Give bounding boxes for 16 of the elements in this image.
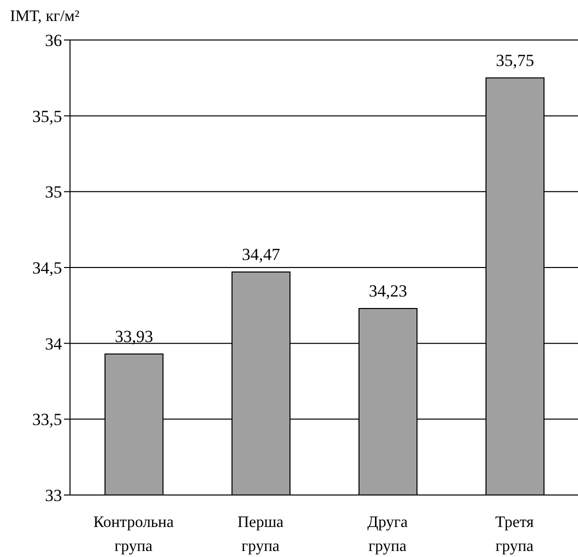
x-tick-label: Третя група [495,514,534,555]
data-label: 34,47 [242,245,281,264]
y-tick-label: 35 [45,182,62,202]
data-label: 34,23 [368,281,408,300]
x-tick-label: Друга група [367,514,408,555]
x-tick-label: Контрольна група [93,514,174,555]
y-axis-title: ІМТ, кг/м² [10,8,80,26]
y-tick-label: 36 [45,31,62,50]
data-label: 33,93 [114,326,154,346]
y-tick-label: 33,5 [32,410,62,430]
y-tick-label: 34,5 [32,258,62,278]
y-tick-label: 35,5 [32,106,62,126]
data-label: 35,75 [496,50,534,70]
y-tick-label: 33 [45,486,62,506]
y-tick-label: 34 [45,334,62,354]
x-tick-label: Перша група [237,514,284,555]
